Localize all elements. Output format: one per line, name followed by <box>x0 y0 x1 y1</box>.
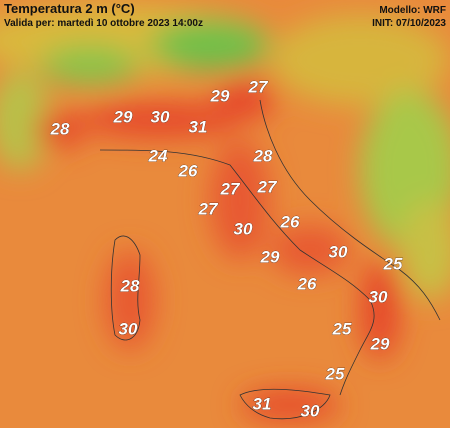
init-time: INIT: 07/10/2023 <box>372 18 446 29</box>
temperature-label: 30 <box>301 401 320 420</box>
map-title: Temperatura 2 m (°C) <box>4 1 135 16</box>
temperature-label: 25 <box>332 319 352 338</box>
temperature-label: 31 <box>253 394 272 413</box>
temperature-label: 29 <box>370 334 390 353</box>
temperature-label: 28 <box>120 276 140 295</box>
temperature-label: 30 <box>234 219 253 238</box>
temperature-label: 30 <box>329 242 348 261</box>
temperature-label: 30 <box>369 287 388 306</box>
temperature-label: 26 <box>178 161 198 180</box>
temperature-label: 27 <box>220 179 241 198</box>
temperature-label: 24 <box>148 146 168 165</box>
temperature-label: 30 <box>119 319 138 338</box>
temperature-label: 27 <box>198 199 219 218</box>
temperature-label: 26 <box>297 274 317 293</box>
temperature-label: 28 <box>50 119 70 138</box>
temperature-label: 28 <box>253 146 273 165</box>
temperature-label: 26 <box>280 212 300 231</box>
temperature-label: 27 <box>248 77 269 96</box>
temperature-label: 30 <box>151 107 170 126</box>
temperature-label: 25 <box>325 364 345 383</box>
temperature-label: 27 <box>257 177 278 196</box>
temperature-label: 29 <box>113 107 133 126</box>
temperature-field <box>0 5 450 420</box>
temperature-label: 29 <box>210 86 230 105</box>
coastlines <box>99 99 441 420</box>
temperature-label: 31 <box>189 117 208 136</box>
valid-time: Valida per: martedì 10 ottobre 2023 14:0… <box>4 18 203 29</box>
model-name: Modello: WRF <box>379 5 446 16</box>
temperature-label: 25 <box>383 254 403 273</box>
temperature-label: 29 <box>260 247 280 266</box>
